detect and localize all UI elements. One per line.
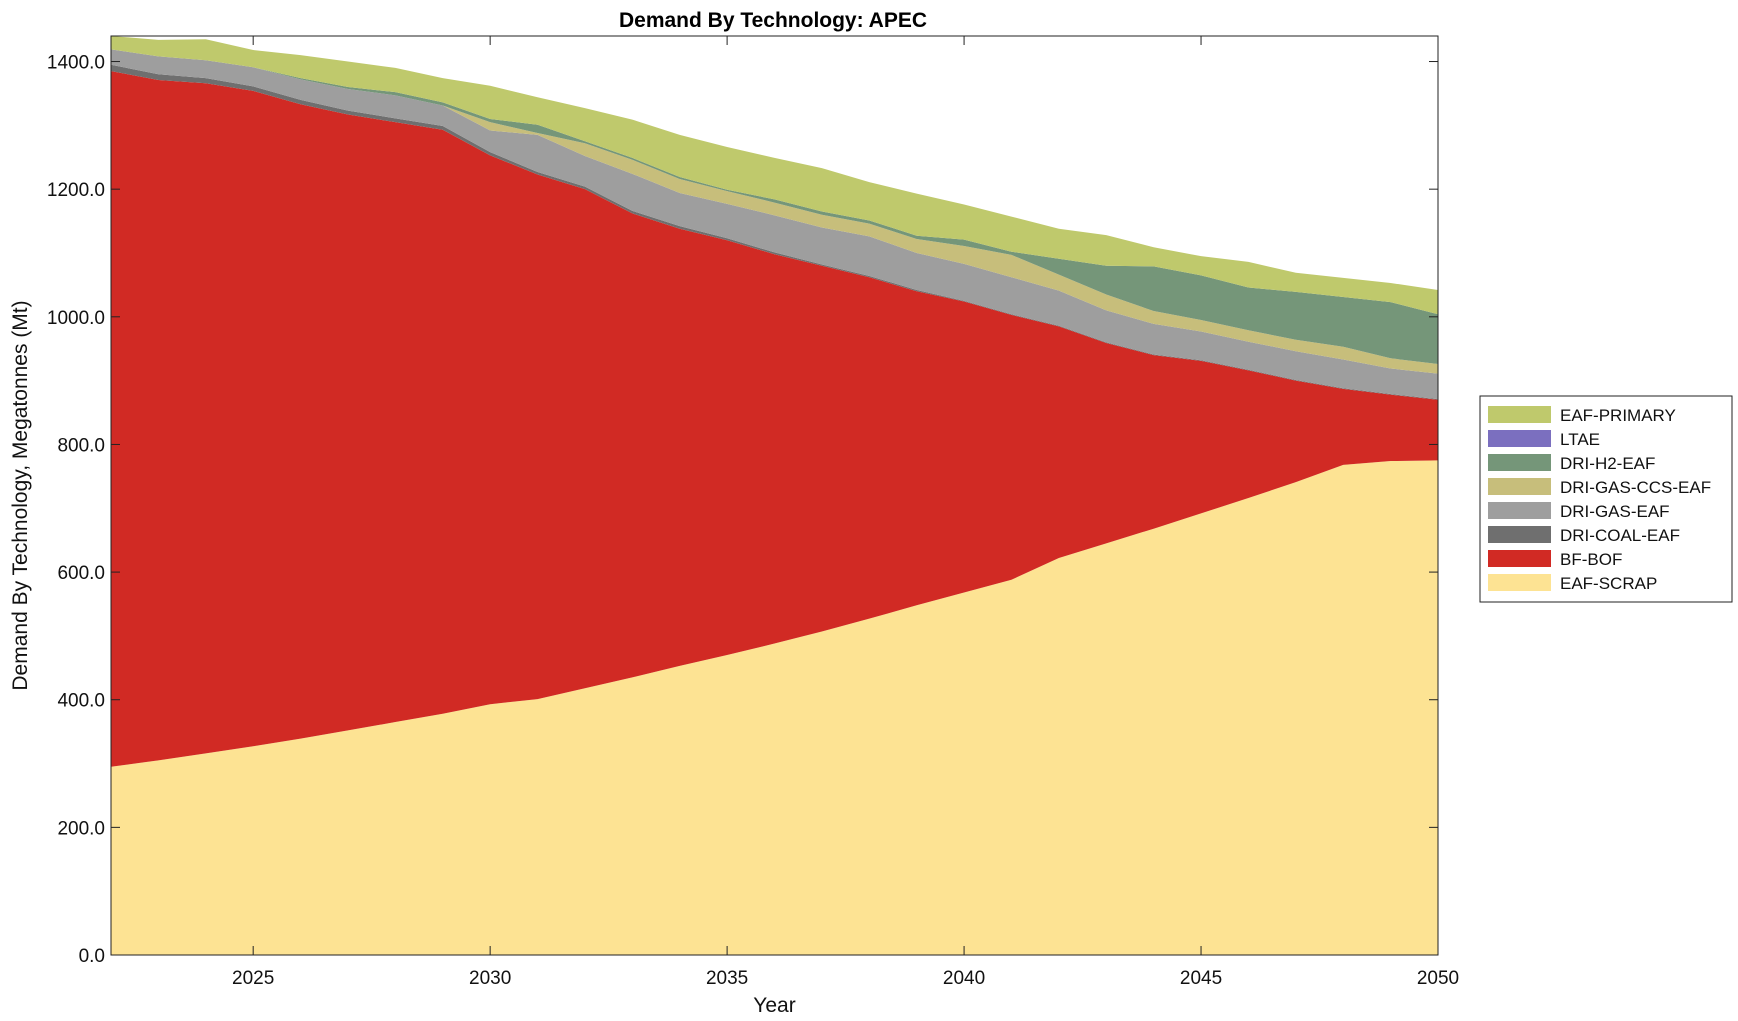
area-bf-bof bbox=[111, 71, 1438, 767]
legend-label-ltae: LTAE bbox=[1560, 430, 1600, 449]
chart-title: Demand By Technology: APEC bbox=[619, 9, 927, 32]
legend-swatch-ltae bbox=[1488, 430, 1551, 447]
legend-label-eaf-scrap: EAF-SCRAP bbox=[1560, 574, 1657, 593]
y-axis-title: Demand By Technology, Megatonnes (Mt) bbox=[9, 300, 32, 690]
y-tick-label: 800.0 bbox=[57, 435, 105, 456]
x-tick-label: 2025 bbox=[232, 968, 274, 989]
legend-label-bf-bof: BF-BOF bbox=[1560, 550, 1622, 569]
y-tick-label: 1400.0 bbox=[47, 53, 105, 74]
legend-swatch-bf-bof bbox=[1488, 550, 1551, 567]
legend-swatch-dri-coal-eaf bbox=[1488, 526, 1551, 543]
area-dri-gas-ccs-eaf bbox=[111, 49, 1438, 374]
y-tick-label: 400.0 bbox=[57, 691, 105, 712]
legend-label-eaf-primary: EAF-PRIMARY bbox=[1560, 406, 1676, 425]
legend-swatch-dri-gas-eaf bbox=[1488, 502, 1551, 519]
y-tick-label: 200.0 bbox=[57, 818, 105, 839]
area-dri-gas-eaf bbox=[111, 49, 1438, 400]
x-axis-title: Year bbox=[753, 994, 795, 1017]
area-eaf-primary bbox=[111, 36, 1438, 315]
legend-label-dri-coal-eaf: DRI-COAL-EAF bbox=[1560, 526, 1680, 545]
x-tick-label: 2045 bbox=[1180, 968, 1222, 989]
legend-label-dri-gas-ccs-eaf: DRI-GAS-CCS-EAF bbox=[1560, 478, 1711, 497]
legend-swatch-eaf-primary bbox=[1488, 406, 1551, 423]
legend-swatch-dri-gas-ccs-eaf bbox=[1488, 478, 1551, 495]
y-tick-label: 1200.0 bbox=[47, 180, 105, 201]
y-tick-label: 1000.0 bbox=[47, 308, 105, 329]
area-dri-h2-eaf bbox=[111, 49, 1438, 365]
legend-box bbox=[1479, 395, 1733, 603]
y-tick-label: 0.0 bbox=[79, 946, 105, 967]
plot-frame bbox=[110, 35, 1439, 956]
area-series-layer bbox=[111, 36, 1438, 955]
legend: EAF-PRIMARY LTAE DRI-H2-EAF DRI-GAS-CCS-EAF… bbox=[1479, 395, 1733, 603]
y-tick-label: 600.0 bbox=[57, 563, 105, 584]
x-tick-label: 2050 bbox=[1417, 968, 1459, 989]
x-axis: 2025 2030 2035 2040 2045 2050 bbox=[232, 36, 1459, 989]
legend-swatch-eaf-scrap bbox=[1488, 574, 1551, 591]
legend-swatch-dri-h2-eaf bbox=[1488, 454, 1551, 471]
y-axis: 0.0 200.0 400.0 600.0 800.0 1000.0 1200.0 1400.… bbox=[47, 53, 1438, 967]
x-tick-label: 2035 bbox=[706, 968, 748, 989]
legend-label-dri-h2-eaf: DRI-H2-EAF bbox=[1560, 454, 1655, 473]
x-tick-label: 2030 bbox=[469, 968, 511, 989]
area-eaf-scrap bbox=[111, 460, 1438, 955]
x-tick-label: 2040 bbox=[943, 968, 985, 989]
legend-label-dri-gas-eaf: DRI-GAS-EAF bbox=[1560, 502, 1670, 521]
